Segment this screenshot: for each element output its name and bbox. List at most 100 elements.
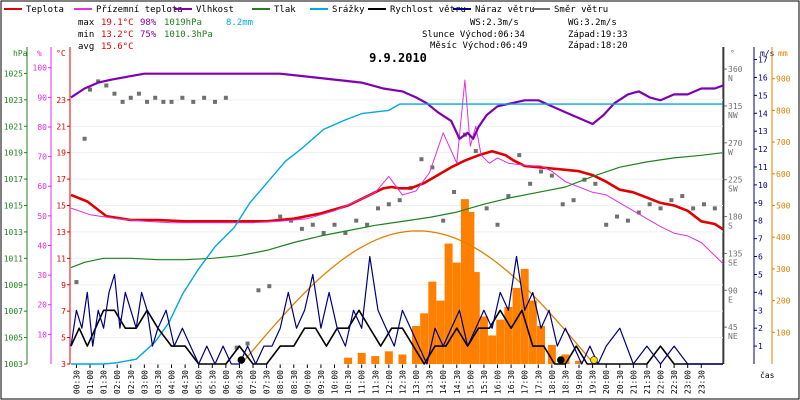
wind-dir-point [245,341,250,346]
y-tick-label: 10 [37,330,47,339]
wind-dir-point [332,222,337,227]
wind-dir-point [354,218,359,223]
legend-label: Rychlost větru [390,5,466,15]
y-tick-label: 21 [56,122,66,131]
y-tick-label: 1009 [4,281,23,290]
y-tick-dir-label: N [728,74,733,83]
wind-dir-point [278,214,283,219]
x-tick-label: 07:30 [263,370,272,394]
rain-bar [496,319,505,364]
y-axis-unit-deg: ° [730,49,735,58]
y-tick-label: 5 [758,270,763,279]
wind-dir-point [386,202,391,207]
wind-dir-point [310,222,315,227]
wind-dir-point [397,198,402,203]
wind-dir-point [153,95,158,100]
wind-dir-point [549,173,554,178]
legend: Teplota Přízemní teplota Vlhkost Tlak Srážky… [4,5,608,15]
y-tick-label: 17 [758,56,768,65]
stats-max-label: max [78,18,95,28]
wind-dir-point [517,153,522,158]
y-tick-label: 15 [758,91,768,100]
wind-dir-point [484,206,489,211]
stats-avg-temp: 15.6°C [101,42,134,52]
wind-dir-point [625,218,630,223]
y-tick-label: 90 [37,93,47,102]
x-tick-label: 16:00 [494,370,503,394]
rain-bar [398,354,407,364]
y-tick-label: 360 [728,65,743,74]
y-tick-label: 3 [758,306,763,315]
y-tick-label: 180 [728,213,743,222]
wind-dir-point [615,214,620,219]
wind-dir-point [321,230,326,235]
y-tick-label: 100 [33,64,48,73]
x-tick-label: 03:30 [154,370,163,394]
wind-dir-point [136,91,141,96]
y-tick-label: 14 [758,109,768,118]
wind-dir-point [223,95,228,100]
x-tick-label: 20:00 [602,370,611,394]
x-tick-label: 08:30 [290,370,299,394]
x-tick-label: 04:00 [168,370,177,394]
rain-bar [371,356,380,364]
rain-bar [561,354,570,364]
y-tick-label: 19 [56,149,66,158]
wind-dir-point [104,83,109,88]
wind-dir-point [495,222,500,227]
x-tick-label: 06:00 [222,370,231,394]
y-axis-unit-degc: °C [56,49,66,58]
wind-dir-point [701,202,706,207]
rain-bar [536,325,545,364]
marker-sunset [590,356,598,364]
rain-bar [436,300,445,364]
y-tick-label: 270 [728,139,743,148]
x-tick-label: 14:00 [439,370,448,394]
y-tick-label: 7 [758,235,763,244]
x-tick-label: 19:30 [589,370,598,394]
y-tick-label: 1021 [4,122,23,131]
plot-area [70,72,724,365]
y-axes: hPa1003100510071009101110131015101710191… [4,47,791,369]
y-axis-unit-mm: mm [778,49,788,58]
x-tick-label: 19:00 [575,370,584,394]
y-tick-label: 80 [37,123,47,132]
rain-bar [512,287,521,364]
rain-bar [471,272,480,364]
rain-bar [504,306,513,364]
wind-dir-point [441,218,446,223]
legend-label: Přízemní teplota [96,5,183,15]
wind-dir-point [712,206,717,211]
x-tick-label: 05:00 [195,370,204,394]
sun-curve [240,230,595,365]
y-tick-label: 9 [61,281,66,290]
y-tick-dir-label: SW [728,185,738,194]
wind-dir-point [571,198,576,203]
wind-dir-point [169,99,174,104]
y-tick-label: 3 [61,360,66,369]
series-line-tlak [70,152,724,269]
y-tick-label: 11 [758,163,768,172]
x-tick-label: 01:00 [86,370,95,394]
y-tick-dir-label: SE [728,258,738,267]
y-tick-label: 6 [758,253,763,262]
wind-dir-point [267,284,272,289]
wind-dir-point [88,87,93,92]
y-tick-label: 315 [728,102,743,111]
legend-label: Směr větru [554,5,608,15]
wind-dir-point [365,222,370,227]
wind-dir-point [680,194,685,199]
x-tick-label: 02:30 [127,370,136,394]
wind-dir-point [419,157,424,162]
y-tick-dir-label: W [728,148,733,157]
x-tick-label: 11:00 [358,370,367,394]
x-tick-label: 13:00 [412,370,421,394]
y-tick-label: 60 [37,182,47,191]
y-tick-label: 1019 [4,149,23,158]
series-line-n-raz-v-tru [70,255,723,365]
wind-dir-point [82,136,87,141]
chart-title: 9.9.2010 [369,51,427,65]
x-tick-label: 08:00 [276,370,285,394]
rain-bar [420,313,429,364]
x-tick-label: 01:30 [100,370,109,394]
